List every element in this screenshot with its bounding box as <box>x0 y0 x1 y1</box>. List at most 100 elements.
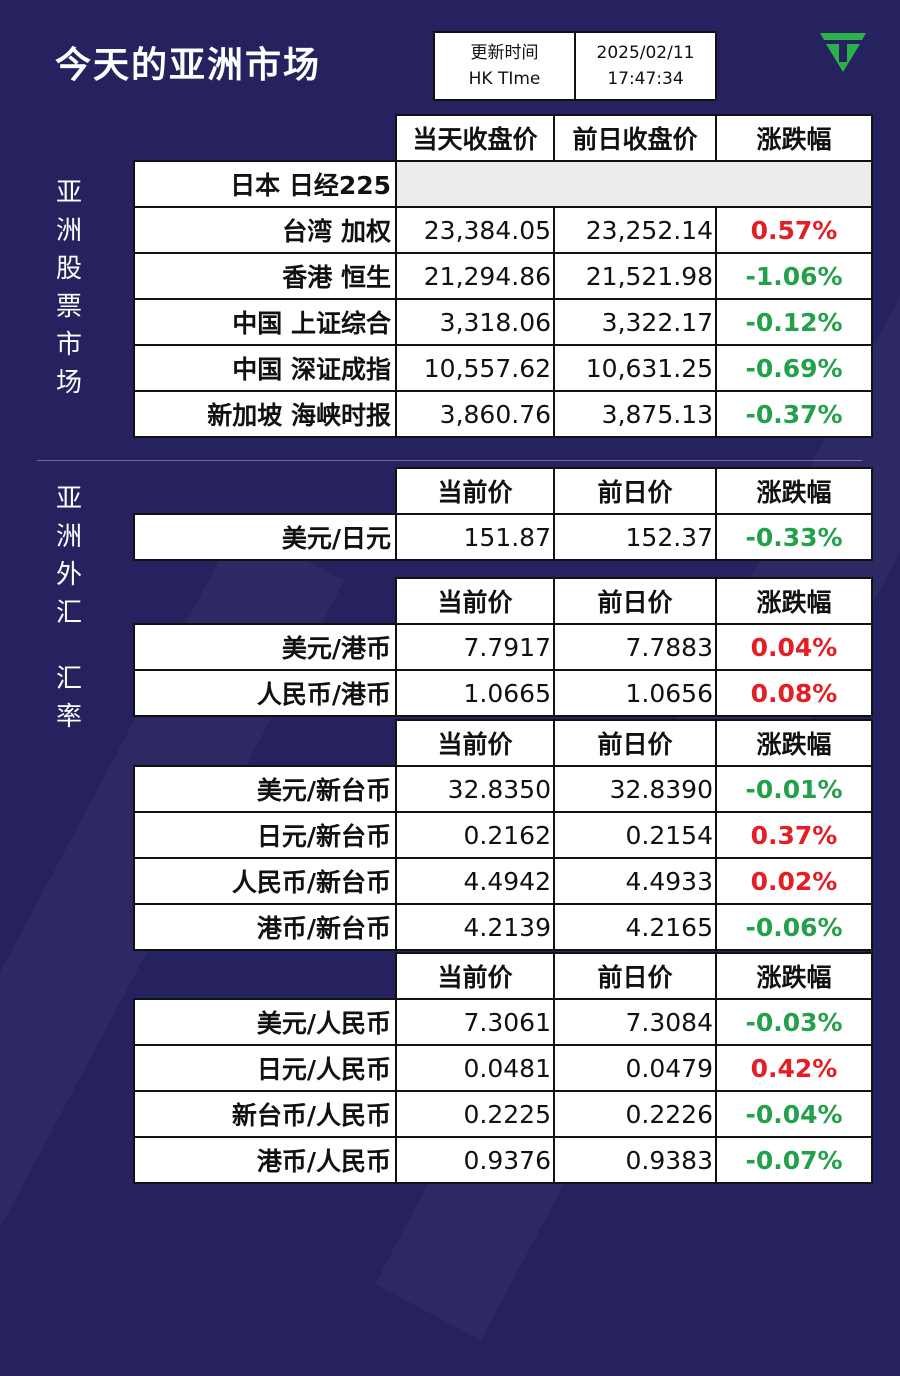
table-header-row: 当前价 前日价 涨跌幅 <box>134 467 873 515</box>
update-label: 更新时间 <box>470 43 539 63</box>
table-header-row: 当前价 前日价 涨跌幅 <box>134 952 873 1000</box>
empty-value-cell <box>395 160 873 208</box>
table-header-row: 当前价 前日价 涨跌幅 <box>134 719 873 767</box>
table-header-row: 当前价 前日价 涨跌幅 <box>134 577 873 625</box>
change-percent: 0.42% <box>715 1044 873 1092</box>
change-percent: 0.04% <box>715 623 873 671</box>
header-spacer <box>134 953 396 999</box>
prev-close-price: 21,521.98 <box>553 252 717 300</box>
table-row: 日本 日经225 <box>133 160 873 208</box>
column-header: 涨跌幅 <box>715 577 873 625</box>
change-percent: -0.04% <box>715 1090 873 1138</box>
close-price: 23,384.05 <box>395 206 555 254</box>
prev-rate: 32.8390 <box>553 765 717 813</box>
side-label-fx-rate: 汇率 <box>55 664 82 732</box>
header-spacer <box>134 468 396 514</box>
column-header: 当前价 <box>395 952 555 1000</box>
change-percent: -0.07% <box>715 1136 873 1184</box>
triangle-logo-icon <box>818 30 868 78</box>
current-rate: 0.2162 <box>395 811 555 859</box>
table-row: 日元/新台币 0.2162 0.2154 0.37% <box>133 811 873 859</box>
current-rate: 4.4942 <box>395 857 555 905</box>
prev-rate: 7.3084 <box>553 998 717 1046</box>
update-time-box: 更新时间 HK TIme 2025/02/11 17:47:34 <box>433 31 717 101</box>
update-date: 2025/02/11 <box>596 43 695 63</box>
close-price: 3,318.06 <box>395 298 555 346</box>
side-label-stocks: 亚洲股票市场 <box>55 178 82 398</box>
close-price: 3,860.76 <box>395 390 555 438</box>
currency-pair: 人民币/新台币 <box>133 857 397 905</box>
current-rate: 7.7917 <box>395 623 555 671</box>
header-spacer <box>134 115 396 161</box>
index-name: 台湾 加权 <box>133 206 397 254</box>
index-name: 中国 上证综合 <box>133 298 397 346</box>
change-percent: -1.06% <box>715 252 873 300</box>
prev-close-price: 10,631.25 <box>553 344 717 392</box>
prev-rate: 4.4933 <box>553 857 717 905</box>
column-header: 前日价 <box>553 467 717 515</box>
column-header: 前日价 <box>553 719 717 767</box>
column-header: 涨跌幅 <box>715 952 873 1000</box>
table-row: 台湾 加权 23,384.05 23,252.14 0.57% <box>133 206 873 254</box>
table-row: 日元/人民币 0.0481 0.0479 0.42% <box>133 1044 873 1092</box>
table-row: 人民币/港币 1.0665 1.0656 0.08% <box>133 669 873 717</box>
update-time: 17:47:34 <box>607 69 684 89</box>
table-row: 美元/港币 7.7917 7.7883 0.04% <box>133 623 873 671</box>
currency-pair: 港币/人民币 <box>133 1136 397 1184</box>
close-price: 21,294.86 <box>395 252 555 300</box>
currency-pair: 美元/新台币 <box>133 765 397 813</box>
prev-rate: 4.2165 <box>553 903 717 951</box>
change-percent: -0.33% <box>715 513 873 561</box>
fx-table: 当前价 前日价 涨跌幅 美元/港币 7.7917 7.7883 0.04% 人民币/港币 1.0… <box>133 577 873 717</box>
table-row: 美元/日元 151.87 152.37 -0.33% <box>133 513 873 561</box>
change-percent: -0.03% <box>715 998 873 1046</box>
current-rate: 1.0665 <box>395 669 555 717</box>
header-spacer <box>134 720 396 766</box>
index-name: 中国 深证成指 <box>133 344 397 392</box>
prev-close-price: 23,252.14 <box>553 206 717 254</box>
index-name: 香港 恒生 <box>133 252 397 300</box>
change-percent: -0.01% <box>715 765 873 813</box>
change-percent: 0.08% <box>715 669 873 717</box>
current-rate: 151.87 <box>395 513 555 561</box>
current-rate: 0.0481 <box>395 1044 555 1092</box>
table-row: 美元/人民币 7.3061 7.3084 -0.03% <box>133 998 873 1046</box>
column-header: 前日收盘价 <box>553 114 717 162</box>
change-percent: 0.37% <box>715 811 873 859</box>
prev-rate: 7.7883 <box>553 623 717 671</box>
column-header: 涨跌幅 <box>715 719 873 767</box>
index-name: 日本 日经225 <box>133 160 397 208</box>
page-title: 今天的亚洲市场 <box>55 45 322 86</box>
stock-table: 当天收盘价 前日收盘价 涨跌幅 日本 日经225 台湾 加权 23,384.05 23,25… <box>133 114 873 438</box>
change-percent: -0.06% <box>715 903 873 951</box>
column-header: 前日价 <box>553 952 717 1000</box>
table-row: 新加坡 海峡时报 3,860.76 3,875.13 -0.37% <box>133 390 873 438</box>
prev-rate: 0.2154 <box>553 811 717 859</box>
column-header: 涨跌幅 <box>715 114 873 162</box>
current-rate: 0.2225 <box>395 1090 555 1138</box>
current-rate: 4.2139 <box>395 903 555 951</box>
currency-pair: 日元/新台币 <box>133 811 397 859</box>
table-row: 人民币/新台币 4.4942 4.4933 0.02% <box>133 857 873 905</box>
currency-pair: 日元/人民币 <box>133 1044 397 1092</box>
table-row: 港币/人民币 0.9376 0.9383 -0.07% <box>133 1136 873 1184</box>
table-row: 港币/新台币 4.2139 4.2165 -0.06% <box>133 903 873 951</box>
current-rate: 32.8350 <box>395 765 555 813</box>
prev-rate: 1.0656 <box>553 669 717 717</box>
currency-pair: 人民币/港币 <box>133 669 397 717</box>
current-rate: 0.9376 <box>395 1136 555 1184</box>
prev-rate: 0.0479 <box>553 1044 717 1092</box>
change-percent: 0.02% <box>715 857 873 905</box>
currency-pair: 美元/日元 <box>133 513 397 561</box>
change-percent: 0.57% <box>715 206 873 254</box>
table-row: 中国 深证成指 10,557.62 10,631.25 -0.69% <box>133 344 873 392</box>
currency-pair: 新台币/人民币 <box>133 1090 397 1138</box>
close-price: 10,557.62 <box>395 344 555 392</box>
currency-pair: 港币/新台币 <box>133 903 397 951</box>
fx-table: 当前价 前日价 涨跌幅 美元/人民币 7.3061 7.3084 -0.03% 日元/人民币 0… <box>133 952 873 1184</box>
prev-rate: 0.2226 <box>553 1090 717 1138</box>
prev-rate: 0.9383 <box>553 1136 717 1184</box>
change-percent: -0.37% <box>715 390 873 438</box>
column-header: 涨跌幅 <box>715 467 873 515</box>
change-percent: -0.12% <box>715 298 873 346</box>
